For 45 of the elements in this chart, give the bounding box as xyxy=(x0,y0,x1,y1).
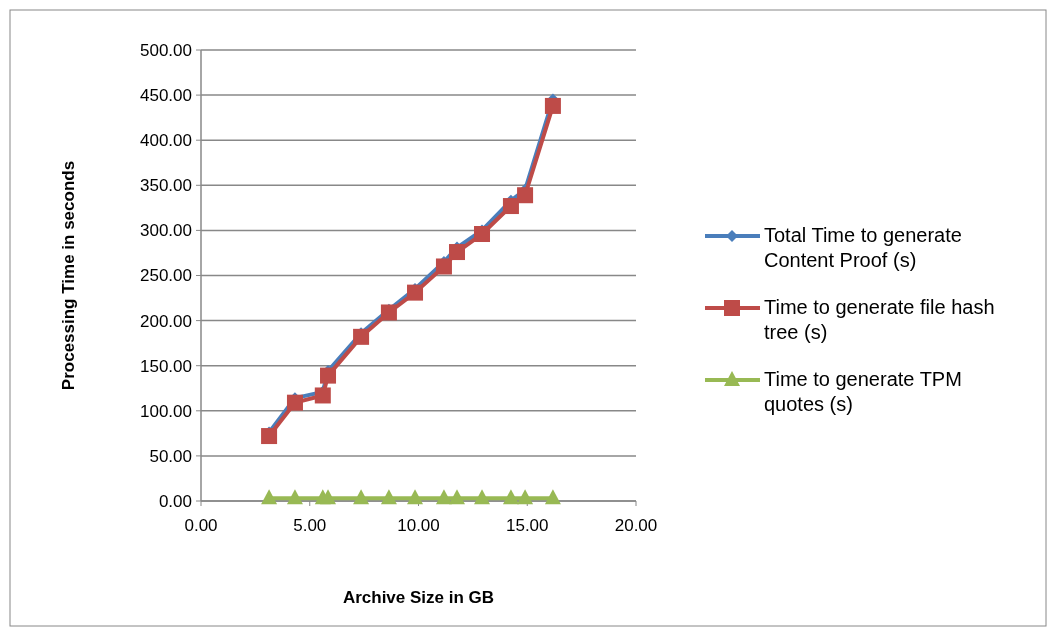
point xyxy=(286,489,303,505)
y-tick-label: 100.00 xyxy=(140,401,192,421)
point xyxy=(261,428,278,445)
point xyxy=(407,284,424,301)
y-tick-label: 300.00 xyxy=(140,221,192,241)
point xyxy=(353,328,370,345)
y-tick-label: 350.00 xyxy=(140,176,192,196)
point xyxy=(320,367,337,384)
point xyxy=(435,489,452,505)
point xyxy=(517,187,534,204)
point xyxy=(502,198,519,215)
point xyxy=(261,489,278,505)
point xyxy=(544,489,561,505)
y-tick-label: 200.00 xyxy=(140,311,192,331)
point xyxy=(353,489,370,505)
y-tick-label: 0.00 xyxy=(158,491,192,511)
y-tick-label: 150.00 xyxy=(140,356,192,376)
point xyxy=(380,304,397,321)
y-tick-label: 400.00 xyxy=(140,131,192,151)
point xyxy=(320,489,337,505)
point xyxy=(502,489,519,505)
point xyxy=(474,489,491,505)
y-axis-title: Processing Time in seconds xyxy=(59,160,78,391)
y-tick-label: 250.00 xyxy=(140,266,192,286)
y-tick-label: 50.00 xyxy=(149,446,192,466)
point xyxy=(314,387,331,404)
point xyxy=(517,489,534,505)
legend-label: Time to generate TPM quotes (s) xyxy=(764,368,962,415)
x-tick-label: 20.00 xyxy=(614,516,658,535)
legend-label: Total Time to generate Content Proof (s) xyxy=(764,224,962,271)
point xyxy=(544,97,561,114)
point xyxy=(380,489,397,505)
x-tick-label: 10.00 xyxy=(397,516,440,535)
legend-label: Time to generate file hash tree (s) xyxy=(764,296,995,343)
y-tick-label: 500.00 xyxy=(140,40,192,60)
x-tick-label: 5.00 xyxy=(293,516,327,535)
x-axis-title: Archive Size in GB xyxy=(342,588,495,607)
point xyxy=(474,226,491,243)
point xyxy=(407,489,424,505)
point xyxy=(435,258,452,275)
x-tick-label: 0.00 xyxy=(184,516,218,535)
point xyxy=(449,244,465,261)
x-tick-label: 15.00 xyxy=(505,516,549,535)
point xyxy=(449,489,465,505)
y-tick-label: 450.00 xyxy=(140,86,192,106)
